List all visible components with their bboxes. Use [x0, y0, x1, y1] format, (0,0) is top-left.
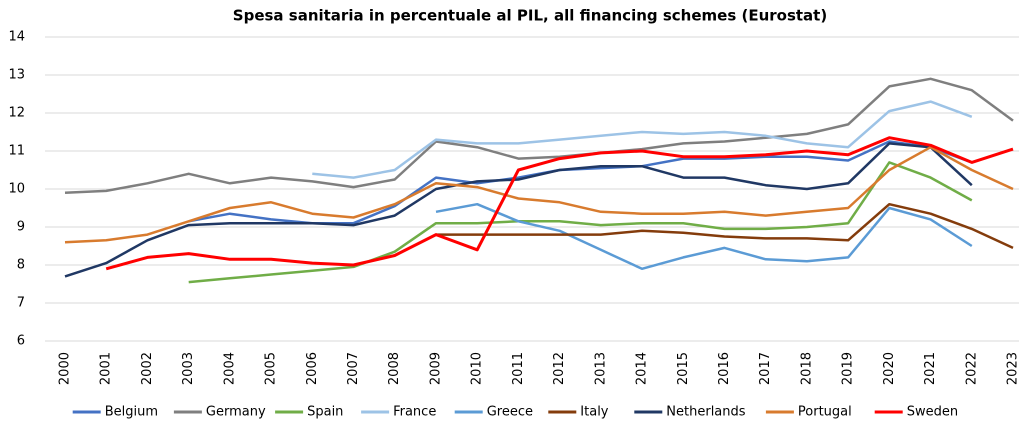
- x-tick-label: 2022: [964, 352, 979, 385]
- x-tick-label: 2013: [593, 352, 608, 385]
- x-tick-label: 2000: [58, 352, 73, 385]
- legend-label: Spain: [307, 405, 343, 420]
- x-tick-label: 2018: [799, 352, 814, 385]
- y-tick-label: 14: [8, 30, 25, 45]
- legend-label: France: [393, 405, 436, 420]
- x-tick-label: 2011: [511, 352, 526, 385]
- chart-title: Spesa sanitaria in percentuale al PIL, a…: [233, 7, 827, 25]
- legend-label: Portugal: [798, 405, 852, 420]
- x-tick-label: 2002: [140, 352, 155, 385]
- x-tick-label: 2019: [841, 352, 856, 385]
- y-tick-label: 8: [17, 258, 25, 273]
- x-tick-label: 2005: [264, 352, 279, 385]
- x-tick-label: 2023: [1006, 352, 1021, 385]
- series-line: [312, 100, 973, 179]
- x-tick-label: 2014: [635, 352, 650, 385]
- series-line: [64, 145, 1014, 244]
- y-tick-label: 7: [17, 296, 25, 311]
- y-tick-label: 6: [17, 334, 25, 349]
- series-line: [105, 136, 1014, 271]
- y-tick-label: 10: [8, 182, 25, 197]
- x-tick-label: 2015: [676, 352, 691, 385]
- legend-label: Netherlands: [666, 405, 745, 420]
- legend-label: Sweden: [907, 405, 958, 420]
- legend-label: Italy: [580, 405, 609, 420]
- series-line: [436, 202, 1014, 250]
- series-line: [64, 142, 973, 278]
- x-tick-label: 2020: [882, 352, 897, 385]
- series-line: [188, 161, 973, 284]
- series-line: [435, 202, 973, 271]
- x-tick-label: 2016: [717, 352, 732, 385]
- x-tick-label: 2021: [923, 352, 938, 385]
- x-tick-label: 2009: [428, 352, 443, 385]
- x-tick-label: 2006: [305, 352, 320, 385]
- y-tick-label: 13: [8, 68, 25, 83]
- y-tick-label: 11: [8, 144, 25, 159]
- series-line: [64, 77, 1014, 195]
- x-tick-label: 2008: [387, 352, 402, 385]
- y-tick-label: 9: [17, 220, 25, 235]
- x-tick-label: 2004: [222, 352, 237, 385]
- legend-label: Germany: [206, 405, 266, 420]
- y-tick-label: 12: [8, 106, 25, 121]
- x-tick-label: 2003: [181, 352, 196, 385]
- x-tick-label: 2001: [99, 352, 114, 385]
- x-tick-label: 2017: [758, 352, 773, 385]
- x-tick-label: 2010: [470, 352, 485, 385]
- x-tick-label: 2007: [346, 352, 361, 385]
- x-tick-label: 2012: [552, 352, 567, 385]
- legend-label: Belgium: [105, 405, 158, 420]
- legend-label: Greece: [487, 405, 533, 420]
